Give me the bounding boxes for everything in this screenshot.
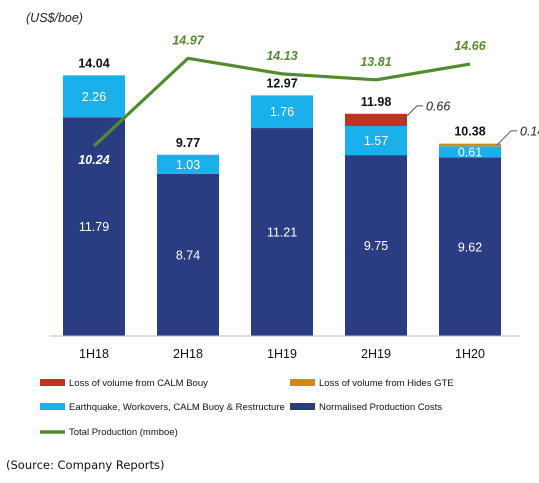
segment-value-label: 1.76	[270, 105, 294, 119]
callout-value-label: 0.14	[520, 124, 539, 138]
segment-value-label: 1.03	[176, 158, 200, 172]
segment-value-label: 9.62	[458, 240, 482, 254]
segment-value-label: 1.57	[364, 134, 388, 148]
segment-value-label: 9.75	[364, 239, 388, 253]
bars-layer	[63, 75, 501, 336]
bar-total-label: 11.98	[361, 95, 392, 109]
labels-layer: 11.79 2.26 14.04 8.74 1.03 9.77 11.21 1.76 12.97…	[78, 56, 539, 262]
bar-total-label: 10.38	[454, 125, 485, 139]
legend-swatch	[290, 403, 315, 410]
bar-total-label: 14.04	[78, 56, 109, 70]
segment-value-label: 11.21	[267, 226, 297, 240]
bar-segment-2H18-1	[157, 154, 219, 174]
bar-segment-1H18-1	[63, 75, 125, 118]
segment-value-label: 2.26	[82, 90, 106, 104]
legend-label: Loss of volume from Hides GTE	[319, 378, 454, 389]
bar-segment-1H20-0	[439, 157, 501, 336]
x-tick-label: 2H18	[173, 347, 203, 361]
legend-label: Loss of volume from CALM Bouy	[69, 378, 208, 389]
legend-swatch	[290, 379, 315, 386]
production-value-label: 14.66	[454, 39, 486, 53]
unit-label: (US$/boe)	[26, 11, 83, 25]
segment-value-label: 8.74	[176, 248, 200, 262]
bar-segment-1H19-0	[251, 128, 313, 336]
bar-segment-1H19-1	[251, 95, 313, 129]
legend-label: Earthquake, Workovers, CALM Buoy & Restr…	[69, 402, 285, 413]
bar-segment-2H19-2	[345, 113, 407, 127]
legend-label: Normalised Production Costs	[319, 402, 442, 413]
production-line	[92, 56, 471, 148]
x-tick-label: 2H19	[361, 347, 391, 361]
legend: Loss of volume from CALM Bouy Loss of vol…	[40, 378, 454, 438]
callout-leader-line	[402, 105, 423, 121]
bar-segment-1H20-1	[439, 146, 501, 158]
line-layer: 10.24 14.97 14.13 13.81 14.66	[78, 33, 486, 167]
callout-leader-line	[496, 130, 517, 146]
x-tick-label: 1H20	[455, 347, 485, 361]
x-tick-labels: 1H18 2H18 1H19 2H19 1H20	[79, 347, 485, 361]
legend-swatch	[40, 379, 65, 386]
bar-segment-2H19-1	[345, 126, 407, 156]
bar-segment-1H18-0	[63, 117, 125, 336]
production-value-label: 14.13	[266, 49, 297, 63]
legend-swatch	[40, 403, 65, 410]
legend-label: Total Production (mmboe)	[69, 427, 178, 438]
x-tick-label: 1H18	[79, 347, 109, 361]
production-value-label: 10.24	[78, 153, 109, 167]
bar-total-label: 9.77	[176, 136, 200, 150]
callout-value-label: 0.66	[426, 99, 450, 113]
bar-segment-2H19-0	[345, 155, 407, 336]
x-tick-label: 1H19	[267, 347, 297, 361]
production-value-label: 14.97	[172, 33, 204, 47]
segment-value-label: 11.79	[79, 220, 109, 234]
segment-value-label: 0.61	[458, 145, 482, 159]
production-value-label: 13.81	[360, 55, 391, 69]
source-note: (Source: Company Reports)	[6, 458, 165, 472]
bar-segment-2H18-0	[157, 173, 219, 336]
bar-total-label: 12.97	[266, 76, 297, 90]
bar-segment-1H20-3	[439, 143, 501, 147]
